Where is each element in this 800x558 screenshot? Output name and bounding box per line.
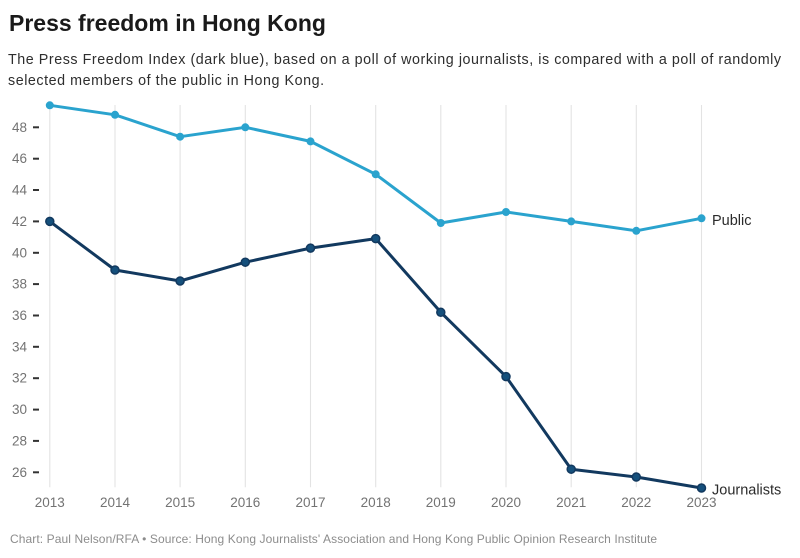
svg-text:2020: 2020 [491, 495, 521, 510]
svg-text:42: 42 [12, 214, 27, 229]
svg-text:2021: 2021 [556, 495, 586, 510]
svg-text:2013: 2013 [35, 495, 65, 510]
svg-text:2016: 2016 [230, 495, 260, 510]
svg-text:2014: 2014 [100, 495, 131, 510]
svg-text:40: 40 [12, 245, 27, 260]
svg-text:32: 32 [12, 371, 27, 386]
svg-text:48: 48 [12, 120, 27, 135]
svg-text:34: 34 [12, 339, 28, 354]
svg-text:28: 28 [12, 433, 27, 448]
svg-text:30: 30 [12, 402, 27, 417]
svg-text:26: 26 [12, 465, 27, 480]
svg-text:2019: 2019 [426, 495, 456, 510]
svg-text:2022: 2022 [621, 495, 651, 510]
svg-text:38: 38 [12, 277, 27, 292]
svg-text:2015: 2015 [165, 495, 195, 510]
svg-text:Journalists: Journalists [712, 483, 781, 499]
svg-text:44: 44 [12, 183, 28, 198]
svg-text:Public: Public [712, 213, 752, 229]
svg-text:2023: 2023 [686, 495, 716, 510]
svg-text:2018: 2018 [361, 495, 391, 510]
svg-text:36: 36 [12, 308, 27, 323]
svg-text:46: 46 [12, 151, 27, 166]
svg-text:2017: 2017 [295, 495, 325, 510]
